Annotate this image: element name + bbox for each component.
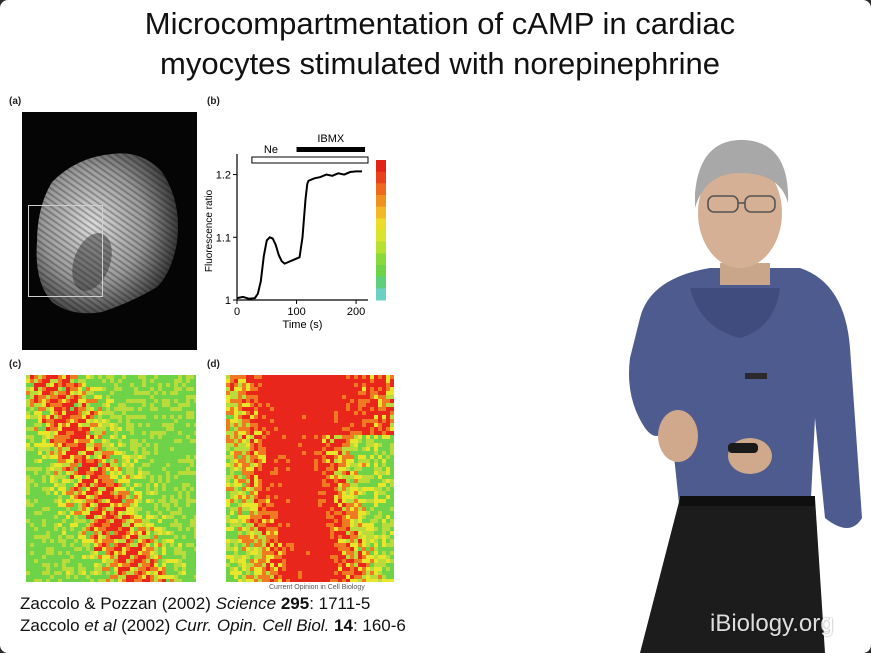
- ref2-pages: : 160-6: [352, 616, 406, 635]
- color-scale-segment: [376, 160, 386, 173]
- heatmap-d: [226, 375, 394, 582]
- y-axis-label: Fluorescence ratio: [204, 189, 215, 272]
- panel-label-c: (c): [9, 359, 22, 370]
- color-scale-segment: [376, 195, 386, 208]
- slide-title-line-2: myocytes stimulated with norepinephrine: [160, 46, 720, 81]
- color-scale-segment: [376, 288, 386, 301]
- bar-ne: [251, 156, 369, 164]
- ref2-journal: Curr. Opin. Cell Biol.: [174, 616, 330, 635]
- color-scale-segment: [376, 183, 386, 196]
- color-scale-segment: [376, 206, 386, 219]
- speaker-face: [698, 158, 782, 268]
- ibiology-watermark: iBiology.org: [710, 610, 834, 637]
- reference-1: Zaccolo & Pozzan (2002) Science 295: 171…: [20, 594, 370, 614]
- color-scale-segment: [376, 218, 386, 231]
- x-tick-label: 200: [347, 306, 365, 318]
- ref1-journal: Science: [215, 594, 277, 613]
- remote-clicker: [728, 443, 758, 453]
- ref2-volume: 14: [334, 616, 353, 635]
- y-tick-label: 1.2: [216, 170, 231, 182]
- x-tick-label: 0: [234, 306, 240, 318]
- ref2-year: (2002): [116, 616, 175, 635]
- figure-credit: Current Opinion in Cell Biology: [269, 584, 365, 591]
- ref2-author: Zaccolo: [20, 616, 85, 635]
- ref1-pages: : 1711-5: [309, 594, 371, 613]
- color-scale-segment: [376, 253, 386, 266]
- fluorescence-ratio-chart: 1 1.1 1.2 0 100 200 Time (s) Fluorescence ratio…: [204, 133, 386, 331]
- color-scale-segment: [376, 276, 386, 289]
- ref1-authors: Zaccolo & Pozzan (2002): [20, 594, 216, 613]
- color-scale-segment: [376, 171, 386, 184]
- heatmap-c-image: [26, 375, 196, 582]
- bar-label-ibmx: IBMX: [317, 133, 345, 145]
- y-tick-label: 1.1: [216, 232, 231, 244]
- panel-label-b: (b): [207, 96, 220, 107]
- speaker-trousers: [640, 498, 825, 653]
- speaker-hair: [695, 139, 789, 208]
- color-scale-segment: [376, 230, 386, 243]
- speaker-figure: [629, 139, 862, 653]
- heatmap-c: [26, 375, 196, 582]
- x-axis-label: Time (s): [283, 319, 323, 331]
- panel-label-d: (d): [207, 359, 220, 370]
- heatmap-d-image: [226, 375, 394, 582]
- x-tick-label: 100: [287, 306, 305, 318]
- color-scale-segment: [376, 241, 386, 254]
- reference-2: Zaccolo et al (2002) Curr. Opin. Cell Bi…: [20, 616, 406, 636]
- bar-ibmx: [296, 147, 366, 152]
- ref2-etal: et al: [84, 616, 117, 635]
- slide-title-line-1: Microcompartmentation of cAMP in cardiac: [144, 6, 736, 41]
- region-of-interest-box: [28, 205, 103, 297]
- y-tick-label: 1: [225, 295, 231, 307]
- myocyte-micrograph: [22, 112, 197, 350]
- fluorescence-trace: [236, 170, 363, 300]
- color-scale-segment: [376, 265, 386, 278]
- myocyte-cell-shape: [36, 153, 178, 314]
- speaker-shirt: [629, 268, 862, 528]
- speaker-left-hand: [658, 410, 698, 462]
- bar-label-ne: Ne: [264, 144, 278, 156]
- ref1-volume: 295: [280, 594, 310, 613]
- panel-label-a: (a): [9, 96, 22, 107]
